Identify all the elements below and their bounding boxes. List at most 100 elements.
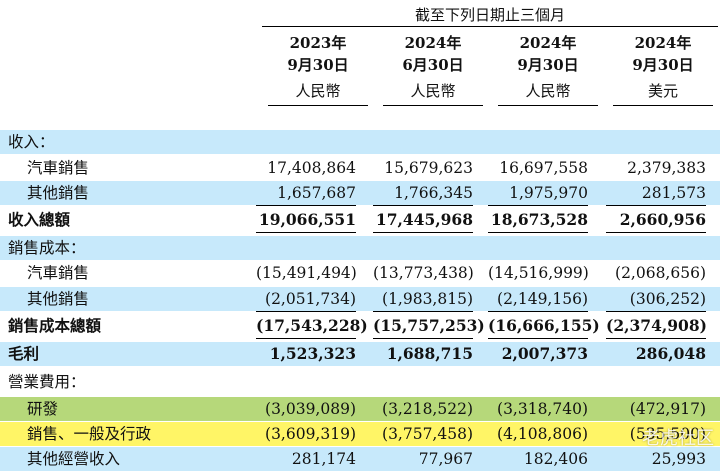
- cell-value: 286,048: [635, 344, 706, 363]
- cell-value: (3,609,319): [265, 425, 356, 443]
- subtotal-rule: [606, 205, 706, 206]
- column-date: 9月30日: [517, 56, 579, 74]
- column-date: 9月30日: [287, 56, 349, 74]
- cell-value: 182,406: [523, 450, 588, 468]
- row-label: 營業費用：: [8, 373, 86, 391]
- cell-value: 2,660,956: [619, 210, 706, 229]
- cell-value: 281,573: [641, 184, 706, 202]
- cell-value: 17,408,864: [267, 159, 356, 177]
- section-row-operating-expenses: 營業費用：: [0, 370, 720, 394]
- cell-value: 1,657,687: [277, 184, 356, 202]
- cell-value: (3,039,089): [265, 400, 356, 418]
- column-currency: 美元: [647, 82, 678, 100]
- table-row: 汽車銷售 17,408,864 15,679,623 16,697,558 2,…: [0, 156, 720, 180]
- table-row-total: 銷售成本總額 (17,543,228) (15,757,253) (16,666…: [0, 314, 720, 338]
- column-header: 2024年 6月30日 人民幣: [377, 32, 489, 106]
- column-header: 2023年 9月30日 人民幣: [262, 32, 374, 106]
- cell-value: 1,523,323: [269, 344, 356, 363]
- cell-value: (15,491,494): [256, 264, 357, 282]
- table-row-highlighted: 銷售、一般及行政 (3,609,319) (3,757,458) (4,108,…: [0, 422, 720, 446]
- watermark: 老虎社区: [642, 428, 714, 449]
- cell-value: (14,516,999): [488, 264, 589, 282]
- column-year: 2024年: [519, 34, 577, 52]
- subtotal-rule: [373, 205, 473, 206]
- cell-value: (15,757,253): [373, 316, 485, 335]
- column-currency: 人民幣: [410, 82, 456, 100]
- column-header: 2024年 9月30日 人民幣: [492, 32, 604, 106]
- cell-value: (16,666,155): [488, 316, 600, 335]
- cell-value: 19,066,551: [258, 210, 356, 229]
- row-label: 其他銷售: [27, 290, 90, 308]
- column-date: 6月30日: [402, 56, 464, 74]
- total-rule: [606, 338, 706, 339]
- subtotal-rule: [488, 311, 588, 312]
- cell-value: 2,007,373: [501, 344, 588, 363]
- cell-value: 281,174: [291, 450, 356, 468]
- subtotal-rule: [256, 311, 356, 312]
- row-label: 銷售成本：: [8, 239, 86, 257]
- row-label: 毛利: [8, 344, 40, 363]
- table-row: 其他銷售 (2,051,734) (1,983,815) (2,149,156)…: [0, 287, 720, 311]
- table-row-total: 收入總額 19,066,551 17,445,968 18,673,528 2,…: [0, 208, 720, 232]
- cell-value: (472,917): [629, 400, 706, 418]
- cell-value: 77,967: [418, 450, 473, 468]
- cell-value: 1,975,970: [509, 184, 588, 202]
- section-row-cost-of-sales: 銷售成本：: [0, 236, 720, 260]
- cell-value: 16,697,558: [499, 159, 588, 177]
- cell-value: (535,500): [629, 425, 706, 443]
- row-label: 銷售成本總額: [8, 316, 102, 335]
- cell-value: (1,983,815): [382, 290, 473, 308]
- cell-value: (306,252): [629, 290, 706, 308]
- subtotal-rule: [606, 311, 706, 312]
- row-label: 汽車銷售: [27, 159, 90, 177]
- total-rule: [488, 232, 588, 233]
- cell-value: (4,108,806): [497, 425, 588, 443]
- total-rule: [256, 338, 356, 339]
- cell-value: 15,679,623: [384, 159, 473, 177]
- total-rule: [373, 338, 473, 339]
- cell-value: 17,445,968: [375, 210, 473, 229]
- row-label: 收入總額: [8, 210, 71, 229]
- subtotal-rule: [488, 205, 588, 206]
- row-label: 銷售、一般及行政: [27, 425, 152, 443]
- column-currency: 人民幣: [525, 82, 571, 100]
- cell-value: 1,766,345: [394, 184, 473, 202]
- column-header: 2024年 9月30日 美元: [607, 32, 719, 106]
- cell-value: (2,149,156): [497, 290, 588, 308]
- cell-value: 18,673,528: [490, 210, 588, 229]
- cell-value: (3,757,458): [382, 425, 473, 443]
- cell-value: (2,374,908): [606, 316, 707, 335]
- total-rule: [488, 338, 588, 339]
- column-currency: 人民幣: [295, 82, 341, 100]
- cell-value: 1,688,715: [386, 344, 473, 363]
- cell-value: 25,993: [651, 450, 706, 468]
- table-row: 汽車銷售 (15,491,494) (13,773,438) (14,516,9…: [0, 261, 720, 285]
- cell-value: (2,051,734): [265, 290, 356, 308]
- cell-value: 2,379,383: [627, 159, 706, 177]
- subtotal-rule: [256, 205, 356, 206]
- cell-value: (3,218,522): [382, 400, 473, 418]
- column-year: 2024年: [404, 34, 462, 52]
- total-rule: [256, 232, 356, 233]
- row-label: 收入：: [8, 133, 55, 151]
- total-rule: [373, 232, 473, 233]
- cell-value: (2,068,656): [615, 264, 706, 282]
- table-row: 其他經營收入 281,174 77,967 182,406 25,993: [0, 447, 720, 471]
- subtotal-rule: [373, 311, 473, 312]
- row-label: 其他經營收入: [27, 450, 121, 468]
- table-row-highlighted: 研發 (3,039,089) (3,218,522) (3,318,740) (…: [0, 397, 720, 421]
- column-year: 2023年: [289, 34, 347, 52]
- row-label: 其他銷售: [27, 184, 90, 202]
- period-span-header: 截至下列日期止三個月: [262, 4, 718, 27]
- cell-value: (3,318,740): [497, 400, 588, 418]
- section-row-revenue: 收入：: [0, 130, 720, 154]
- total-rule: [606, 232, 706, 233]
- row-label: 汽車銷售: [27, 264, 90, 282]
- column-year: 2024年: [634, 34, 692, 52]
- column-date: 9月30日: [632, 56, 694, 74]
- table-row: 其他銷售 1,657,687 1,766,345 1,975,970 281,5…: [0, 181, 720, 205]
- cell-value: (13,773,438): [373, 264, 474, 282]
- row-label: 研發: [27, 400, 59, 418]
- cell-value: (17,543,228): [256, 316, 368, 335]
- table-row-gross-profit: 毛利 1,523,323 1,688,715 2,007,373 286,048: [0, 342, 720, 366]
